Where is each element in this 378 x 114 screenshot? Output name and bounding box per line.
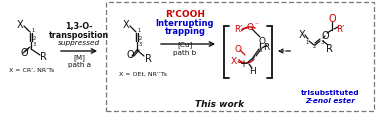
Text: O: O: [20, 48, 28, 57]
Text: O: O: [259, 37, 265, 46]
Text: +: +: [239, 58, 247, 68]
Text: X = CR’, NR’Ts: X = CR’, NR’Ts: [9, 67, 55, 72]
Text: suppressed: suppressed: [58, 40, 100, 46]
Text: 2: 2: [312, 44, 316, 49]
Text: R’COOH: R’COOH: [165, 9, 205, 18]
Text: O: O: [126, 50, 134, 60]
Text: R: R: [263, 42, 269, 51]
Text: ⁻: ⁻: [254, 20, 258, 29]
Text: path a: path a: [68, 61, 90, 67]
Text: 2: 2: [138, 35, 142, 40]
Text: trapping: trapping: [164, 27, 206, 36]
Text: X: X: [17, 20, 23, 30]
Text: transposition: transposition: [49, 30, 109, 39]
Text: R: R: [325, 44, 332, 54]
Text: X = OEt, NR’’Ts: X = OEt, NR’’Ts: [119, 71, 167, 76]
Text: 1: 1: [137, 28, 141, 33]
Text: H: H: [249, 66, 256, 75]
Text: 3: 3: [321, 39, 324, 44]
Text: X: X: [123, 20, 129, 30]
Text: 1: 1: [31, 28, 35, 33]
Text: X: X: [299, 30, 305, 40]
Text: trisubstituted: trisubstituted: [301, 89, 359, 95]
Text: Interrupting: Interrupting: [156, 19, 214, 28]
Text: [M]: [M]: [73, 54, 85, 61]
Text: R: R: [144, 54, 152, 63]
Text: Z-enol ester: Z-enol ester: [305, 97, 355, 103]
Text: O: O: [246, 22, 254, 31]
Text: 2: 2: [32, 35, 36, 40]
Text: 2: 2: [251, 56, 255, 61]
Text: This work: This work: [195, 100, 245, 109]
Text: R: R: [40, 52, 46, 61]
Text: 1: 1: [305, 39, 309, 44]
Text: R’: R’: [234, 25, 242, 34]
Text: X: X: [231, 57, 237, 66]
Text: O: O: [234, 44, 242, 53]
Text: R’: R’: [336, 24, 344, 33]
Text: [Cu]: [Cu]: [177, 41, 193, 48]
Text: 3: 3: [138, 42, 142, 47]
Text: path b: path b: [174, 50, 197, 56]
Text: O: O: [321, 31, 329, 41]
Text: 1,3-O-: 1,3-O-: [65, 22, 93, 31]
Text: 3: 3: [258, 47, 262, 52]
Text: O: O: [328, 14, 336, 24]
Text: 3: 3: [33, 42, 36, 47]
